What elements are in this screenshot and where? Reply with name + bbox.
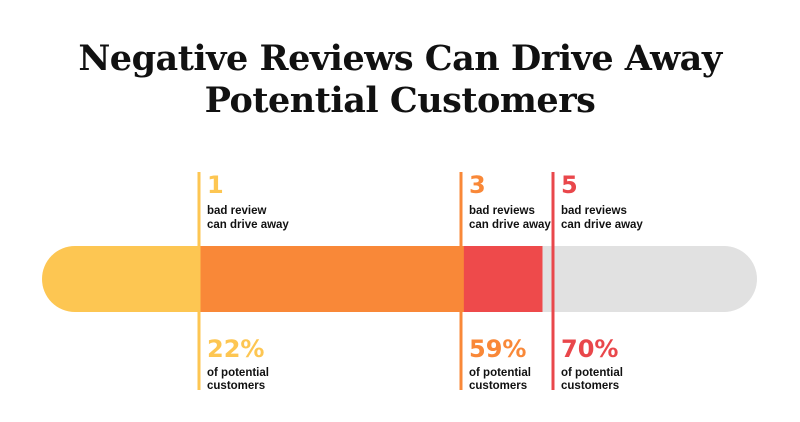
- title-line-2: Potential Customers: [204, 80, 596, 121]
- bar-segment-2: [199, 246, 465, 312]
- marker-3-reviews: 3 bad reviews can drive away 59% of potentia…: [459, 171, 551, 392]
- customers-label: of potential: [207, 367, 269, 379]
- review-count: 1: [207, 171, 224, 199]
- customers-label: customers: [561, 380, 619, 392]
- marker-5-reviews: 5 bad reviews can drive away 70% of potentia…: [551, 171, 643, 392]
- review-label: can drive away: [469, 219, 551, 231]
- bar-segment-3: [463, 246, 543, 312]
- marker-line: [459, 172, 463, 390]
- review-label: can drive away: [561, 219, 643, 231]
- bar-segment-4: [542, 246, 757, 312]
- customers-label: of potential: [561, 367, 623, 379]
- review-label: bad reviews: [561, 205, 627, 217]
- percent-label: 22%: [207, 335, 264, 363]
- review-label: can drive away: [207, 219, 289, 231]
- chart-title: Negative Reviews Can Drive Away Potentia…: [0, 38, 800, 122]
- customers-label: customers: [469, 380, 527, 392]
- customers-label: of potential: [469, 367, 531, 379]
- marker-line: [551, 172, 555, 390]
- marker-line: [197, 172, 201, 390]
- review-label: bad reviews: [469, 205, 535, 217]
- marker-1-reviews: 1 bad review can drive away 22% of potential…: [197, 171, 289, 392]
- percent-label: 59%: [469, 335, 526, 363]
- percent-label: 70%: [561, 335, 618, 363]
- progress-bar: [42, 246, 757, 312]
- review-count: 3: [469, 171, 486, 199]
- bar-segment-1: [42, 246, 200, 312]
- title-line-1: Negative Reviews Can Drive Away: [78, 38, 722, 79]
- review-label: bad review: [207, 205, 266, 217]
- customers-label: customers: [207, 380, 265, 392]
- review-count: 5: [561, 171, 578, 199]
